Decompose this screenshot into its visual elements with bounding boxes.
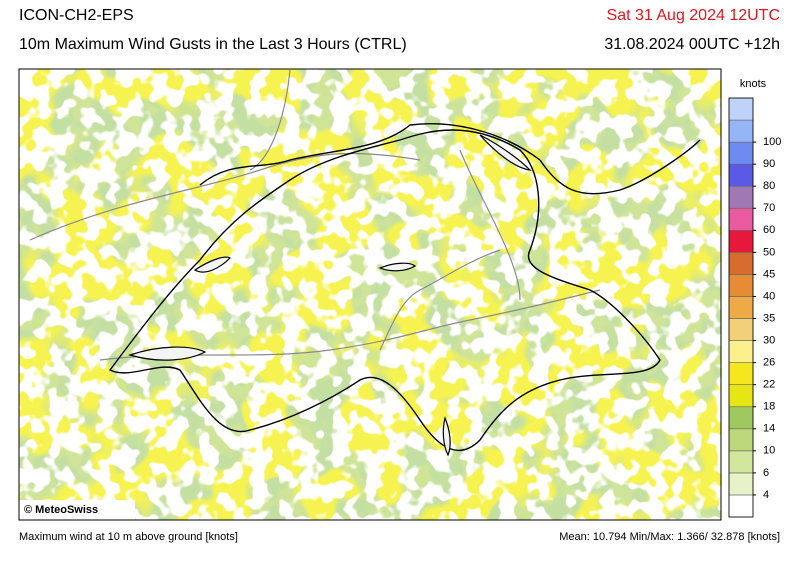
colorbar-label: 4 — [763, 489, 769, 501]
colorbar-bin — [728, 296, 754, 319]
colorbar-bin — [728, 97, 754, 121]
colorbar-bin — [728, 406, 754, 430]
colorbar-label: 45 — [763, 268, 775, 280]
colorbar-bin — [728, 185, 754, 209]
colorbar-bin — [728, 362, 754, 385]
colorbar-unit: knots — [740, 78, 767, 90]
run-time: 31.08.2024 00UTC +12h — [604, 36, 780, 53]
colorbar-label: 35 — [763, 312, 775, 324]
copyright: © MeteoSwiss — [24, 504, 98, 516]
colorbar-frame — [728, 97, 754, 518]
rivers — [29, 69, 601, 361]
valid-time: Sat 31 Aug 2024 12UTC — [607, 7, 780, 24]
colorbar-bin — [728, 252, 754, 275]
colorbar-label: 6 — [763, 467, 769, 479]
colorbar-label: 10 — [763, 445, 775, 457]
colorbar-label: 60 — [763, 224, 775, 236]
colorbar-label: 50 — [763, 246, 775, 258]
colorbar-bin — [728, 384, 754, 408]
colorbar-label: 100 — [763, 136, 781, 148]
colorbar-bin — [728, 318, 754, 341]
colorbar-bin — [728, 428, 754, 452]
colorbar-bin — [728, 340, 754, 363]
map-frame — [18, 68, 722, 521]
footer-stats: Mean: 10.794 Min/Max: 1.366/ 32.878 [kno… — [559, 531, 780, 543]
colorbar-label: 18 — [763, 401, 775, 413]
colorbar-bin — [728, 141, 754, 165]
colorbar-label: 22 — [763, 379, 775, 391]
map: © MeteoSwiss — [19, 69, 721, 520]
lakes — [128, 134, 532, 457]
colorbar-bin — [728, 494, 754, 518]
colorbar-label: 14 — [763, 423, 775, 435]
map-title: 10m Maximum Wind Gusts in the Last 3 Hou… — [19, 36, 407, 53]
colorbar: 4 6 10 14 18 22 26 30 35 40 45 50 60 70 80 90 100 — [728, 97, 781, 518]
colorbar-label: 90 — [763, 158, 775, 170]
colorbar-bin — [728, 163, 754, 187]
colorbar-label: 80 — [763, 180, 775, 192]
map-field — [19, 69, 721, 520]
colorbar-bin — [728, 472, 754, 496]
copyright-box — [19, 500, 135, 520]
colorbar-bin — [728, 230, 754, 253]
colorbar-label: 70 — [763, 202, 775, 214]
colorbar-label: 40 — [763, 290, 775, 302]
borders — [108, 123, 701, 451]
model-name: ICON-CH2-EPS — [19, 7, 134, 24]
colorbar-bin — [728, 274, 754, 297]
colorbar-bin — [728, 450, 754, 474]
footer-description: Maximum wind at 10 m above ground [knots… — [19, 531, 238, 543]
colorbar-bin — [728, 207, 754, 231]
colorbar-label: 30 — [763, 334, 775, 346]
colorbar-label: 26 — [763, 357, 775, 369]
colorbar-bin — [728, 119, 754, 143]
